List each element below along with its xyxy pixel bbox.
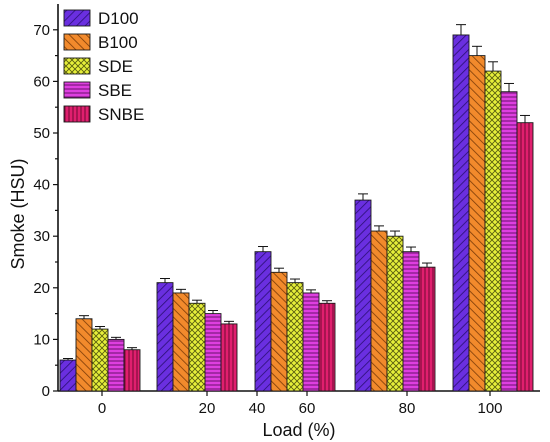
error-bar-sbe-0 [111,336,121,340]
error-bar-b100-20 [176,288,186,293]
error-bar-d100-40 [258,246,268,252]
bar-b100-100 [468,55,486,392]
error-bar-snbe-40 [322,300,332,304]
error-bar-sbe-100 [504,82,514,92]
legend-label: B100 [98,33,138,52]
bar-snbe-20 [220,323,238,392]
legend-item-sde: SDE [63,57,133,76]
error-bar-snbe-20 [224,320,234,324]
error-bar-sde-100 [488,61,498,72]
x-axis-title: Load (%) [262,420,335,440]
bar-b100-20 [172,292,190,392]
error-bar-b100-80 [374,225,384,232]
legend-swatch-sbe [63,81,91,99]
bar-sbe-80 [402,251,420,392]
bar-sde-100 [484,70,502,392]
bar-b100-0 [75,318,93,392]
error-bar-sde-40 [290,278,300,283]
error-bar-d100-100 [456,24,466,35]
bars [59,24,534,392]
error-bar-sde-0 [95,326,105,330]
y-tick-label: 10 [33,331,50,348]
error-bar-sbe-40 [306,289,316,293]
bar-sbe-20 [204,313,222,392]
legend-label: SBE [98,81,132,100]
bar-sbe-0 [107,338,125,392]
error-bar-sbe-20 [208,310,218,314]
bar-d100-0 [59,359,77,392]
error-bar-d100-0 [63,357,73,361]
y-tick-label: 70 [33,22,50,39]
legend-item-sbe: SBE [63,81,132,100]
legend-swatch-snbe [63,105,91,123]
bar-d100-20 [156,282,174,392]
bar-b100-40 [270,271,288,392]
legend-item-b100: B100 [63,33,138,52]
y-tick-label: 0 [42,383,50,400]
legend: D100 B100 SDE SBE SNBE [63,9,144,124]
legend-label: SNBE [98,105,144,124]
x-tick-label: 100 [477,400,502,417]
bar-snbe-0 [123,349,141,392]
bar-sde-80 [386,235,404,392]
bar-sbe-40 [302,292,320,392]
bar-b100-80 [370,230,388,392]
error-bar-d100-80 [358,193,368,201]
y-tick-label: 50 [33,125,50,142]
legend-label: SDE [98,57,133,76]
bar-snbe-80 [418,266,436,392]
bar-d100-100 [452,34,470,392]
legend-label: D100 [98,9,139,28]
error-bar-snbe-100 [520,114,530,123]
x-tick-label: 0 [98,400,106,417]
y-tick-label: 20 [33,280,50,297]
legend-item-snbe: SNBE [63,105,144,124]
bar-sde-40 [286,282,304,392]
error-bar-sde-20 [192,299,202,304]
y-tick-label: 60 [33,73,50,90]
bar-sde-20 [188,302,206,392]
bar-d100-40 [254,251,272,392]
x-tick-label: 40 [249,400,266,417]
error-bar-b100-40 [274,267,284,273]
error-bar-sbe-80 [406,246,416,252]
bar-snbe-100 [516,122,534,392]
legend-swatch-b100 [63,33,91,51]
legend-swatch-d100 [63,9,91,27]
error-bar-d100-20 [160,278,170,283]
y-tick-label: 40 [33,177,50,194]
y-tick-label: 30 [33,228,50,245]
bar-sde-0 [91,328,109,392]
x-tick-label: 20 [199,400,216,417]
x-tick-label: 80 [399,400,416,417]
error-bar-snbe-80 [422,262,432,268]
error-bar-b100-0 [79,315,89,319]
x-tick-label: 60 [299,400,316,417]
bar-snbe-40 [318,302,336,392]
error-bar-sde-80 [390,230,400,237]
bar-sbe-100 [500,91,518,392]
bar-d100-80 [354,199,372,392]
legend-swatch-sde [63,57,91,75]
y-axis-title: Smoke (HSU) [8,158,28,269]
error-bar-snbe-0 [127,347,137,350]
axes: 0 10 20 30 40 50 60 70 0 20 40 60 80 100 [33,4,540,417]
legend-item-d100: D100 [63,9,139,28]
error-bar-b100-100 [472,45,482,56]
